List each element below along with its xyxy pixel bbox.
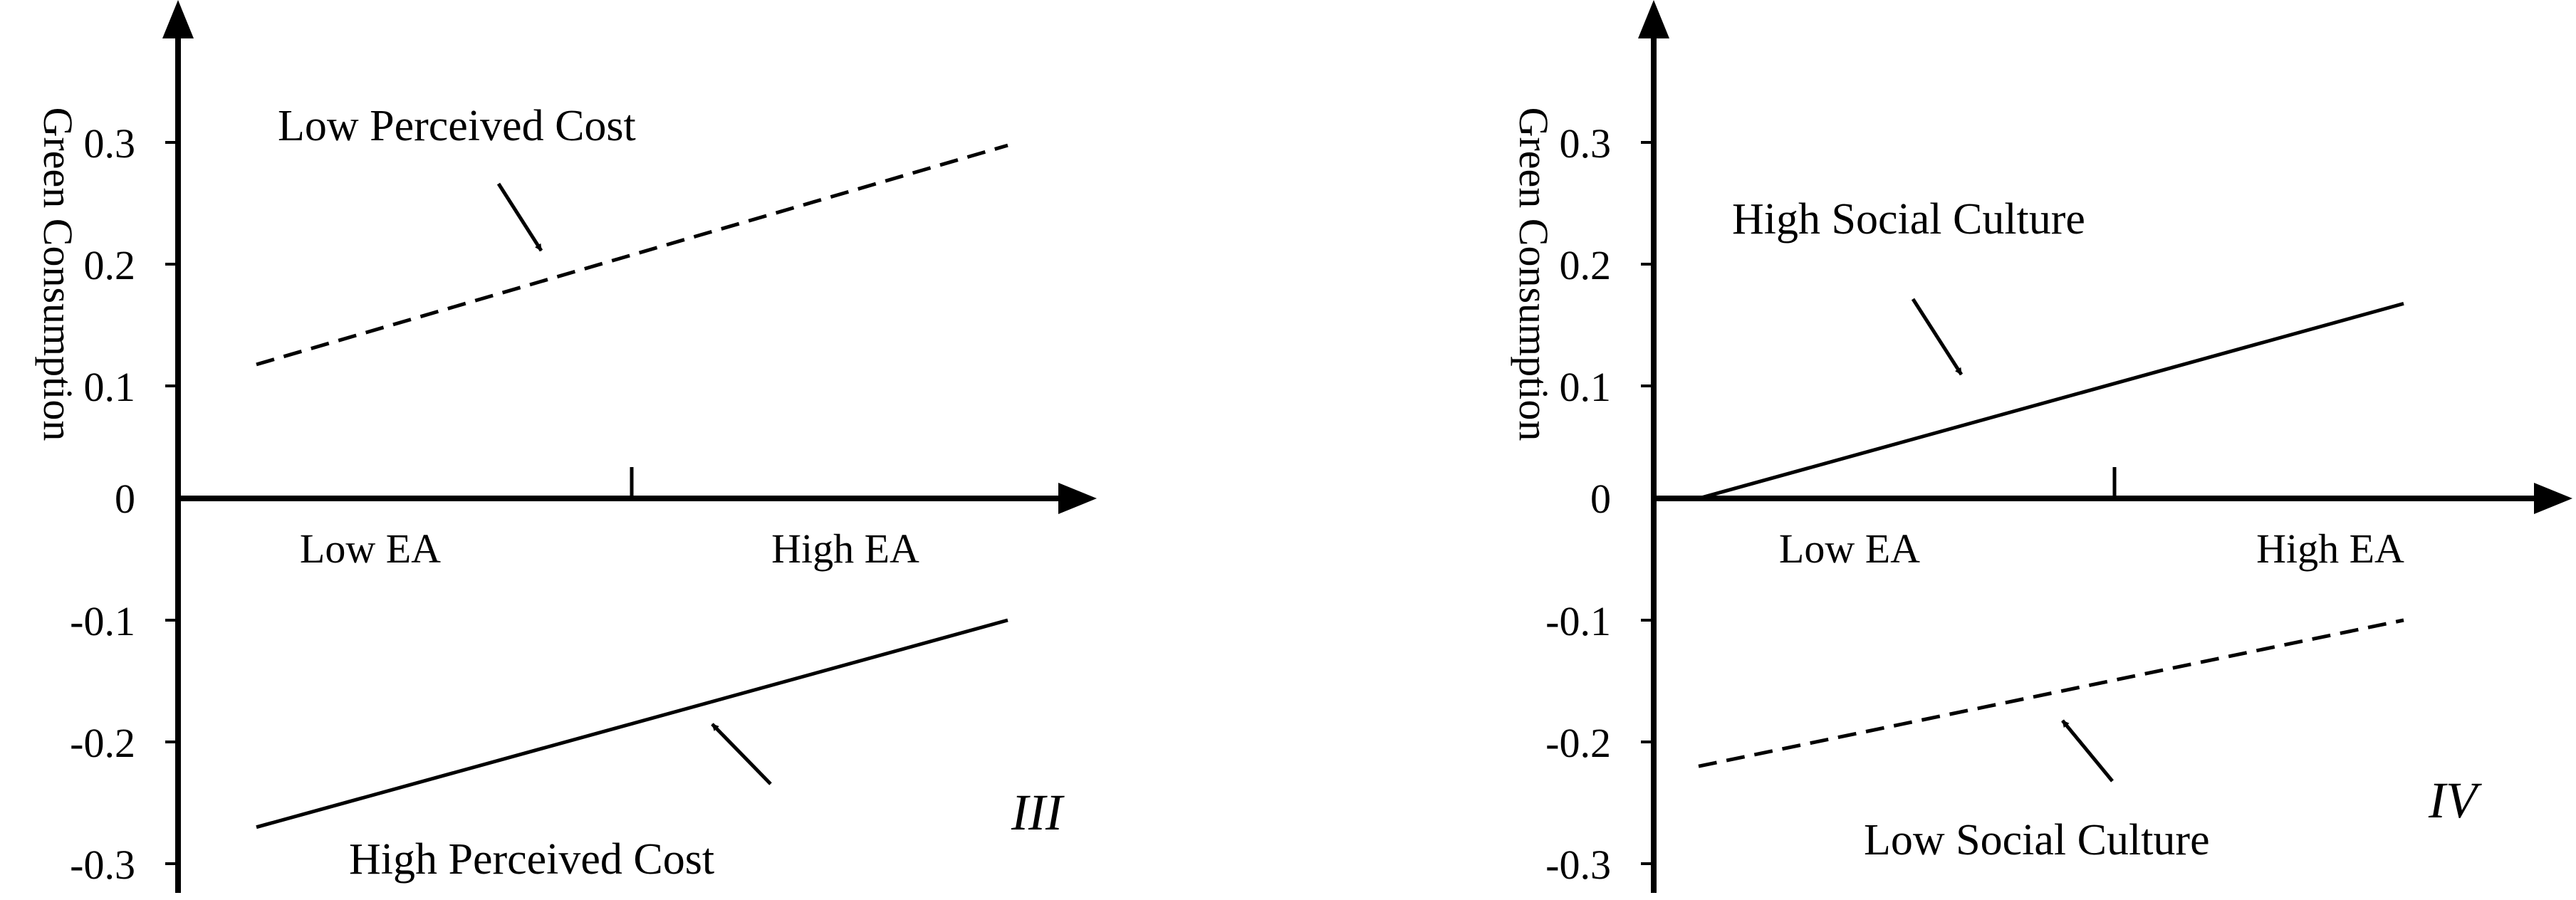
x-tick-label-high: High EA (2256, 525, 2404, 572)
series-line-high-perceived-cost (256, 618, 1008, 830)
x-axis-arrowhead (2534, 483, 2572, 514)
y-axis-arrowhead (1638, 0, 1669, 38)
y-tick-label: -0.3 (70, 842, 135, 888)
panel-iv: Green Consumption 0.3 0.2 0.1 0 -0.1 -0.… (1511, 0, 2572, 893)
y-tick-label: 0.3 (1560, 120, 1612, 167)
panel-label: III (1011, 784, 1065, 841)
y-tick-label: 0.3 (84, 120, 136, 167)
series-annotation: High Social Culture (1732, 195, 2085, 244)
series-line-low-perceived-cost (256, 143, 1008, 367)
panel-iii: Green Consumption 0.3 0.2 0.1 0 -0.1 -0.… (35, 0, 1097, 893)
series-line-high-social-culture (1698, 301, 2404, 501)
series-annotation: Low Perceived Cost (278, 102, 636, 150)
x-tick-label-low: Low EA (300, 525, 441, 572)
y-axis-arrowhead (162, 0, 194, 38)
annotation-arrow (1911, 298, 1964, 376)
annotation-arrow (711, 723, 772, 785)
panel-label: IV (2428, 772, 2482, 829)
series-annotation: High Perceived Cost (349, 835, 714, 884)
annotation-arrow (2061, 719, 2114, 783)
y-tick-label: 0.1 (1560, 364, 1612, 410)
x-tick-label-low: Low EA (1779, 525, 1920, 572)
x-axis-arrowhead (1058, 483, 1097, 514)
y-tick-label: -0.2 (1545, 720, 1611, 766)
y-tick-label: -0.3 (1545, 842, 1611, 888)
y-tick-label: -0.2 (70, 720, 135, 766)
y-tick-label: 0 (115, 476, 135, 522)
y-tick-label: -0.1 (1545, 598, 1611, 644)
y-tick-label: 0 (1590, 476, 1611, 522)
x-tick-label-high: High EA (771, 525, 919, 572)
y-axis-label: Green Consumption (1511, 108, 1557, 441)
y-tick-label: 0.2 (1560, 242, 1612, 288)
series-annotation: Low Social Culture (1864, 816, 2210, 864)
y-tick-label: 0.1 (84, 364, 136, 410)
series-line-low-social-culture (1698, 618, 2404, 768)
y-tick-label: -0.1 (70, 598, 135, 644)
y-axis-label: Green Consumption (35, 108, 81, 441)
annotation-arrow (496, 182, 543, 252)
y-tick-label: 0.2 (84, 242, 136, 288)
